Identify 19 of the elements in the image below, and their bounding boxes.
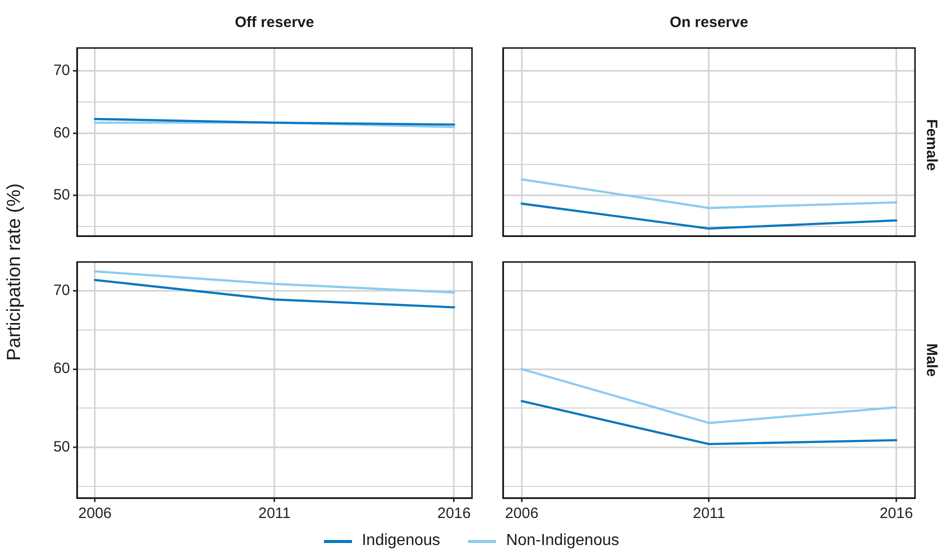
x-tick-label: 2006 <box>505 505 538 522</box>
text: Male <box>923 343 940 377</box>
chart-title: On reserve <box>668 14 750 31</box>
x-tick-label: 2006 <box>78 505 112 522</box>
x-tick-label: 2011 <box>258 505 291 522</box>
y-tick-label: 50 <box>53 438 70 456</box>
y-tick-label: 70 <box>53 282 70 300</box>
y-axis-title: Participation rate (%) <box>4 183 26 361</box>
y-tick-label: 50 <box>53 186 70 204</box>
legend-label: Indigenous <box>362 532 440 550</box>
y-tick-label: 60 <box>53 360 70 378</box>
y-tick-label: 70 <box>53 62 70 80</box>
x-tick-label: 2016 <box>437 505 471 522</box>
y-tick-label: 60 <box>53 124 70 142</box>
x-tick-label: 2016 <box>880 505 913 522</box>
x-tick-label: 2011 <box>692 505 726 522</box>
legend-label: Non-Indigenous <box>506 532 620 550</box>
chart-title: Off reserve <box>234 14 316 31</box>
text: Female <box>923 119 940 171</box>
